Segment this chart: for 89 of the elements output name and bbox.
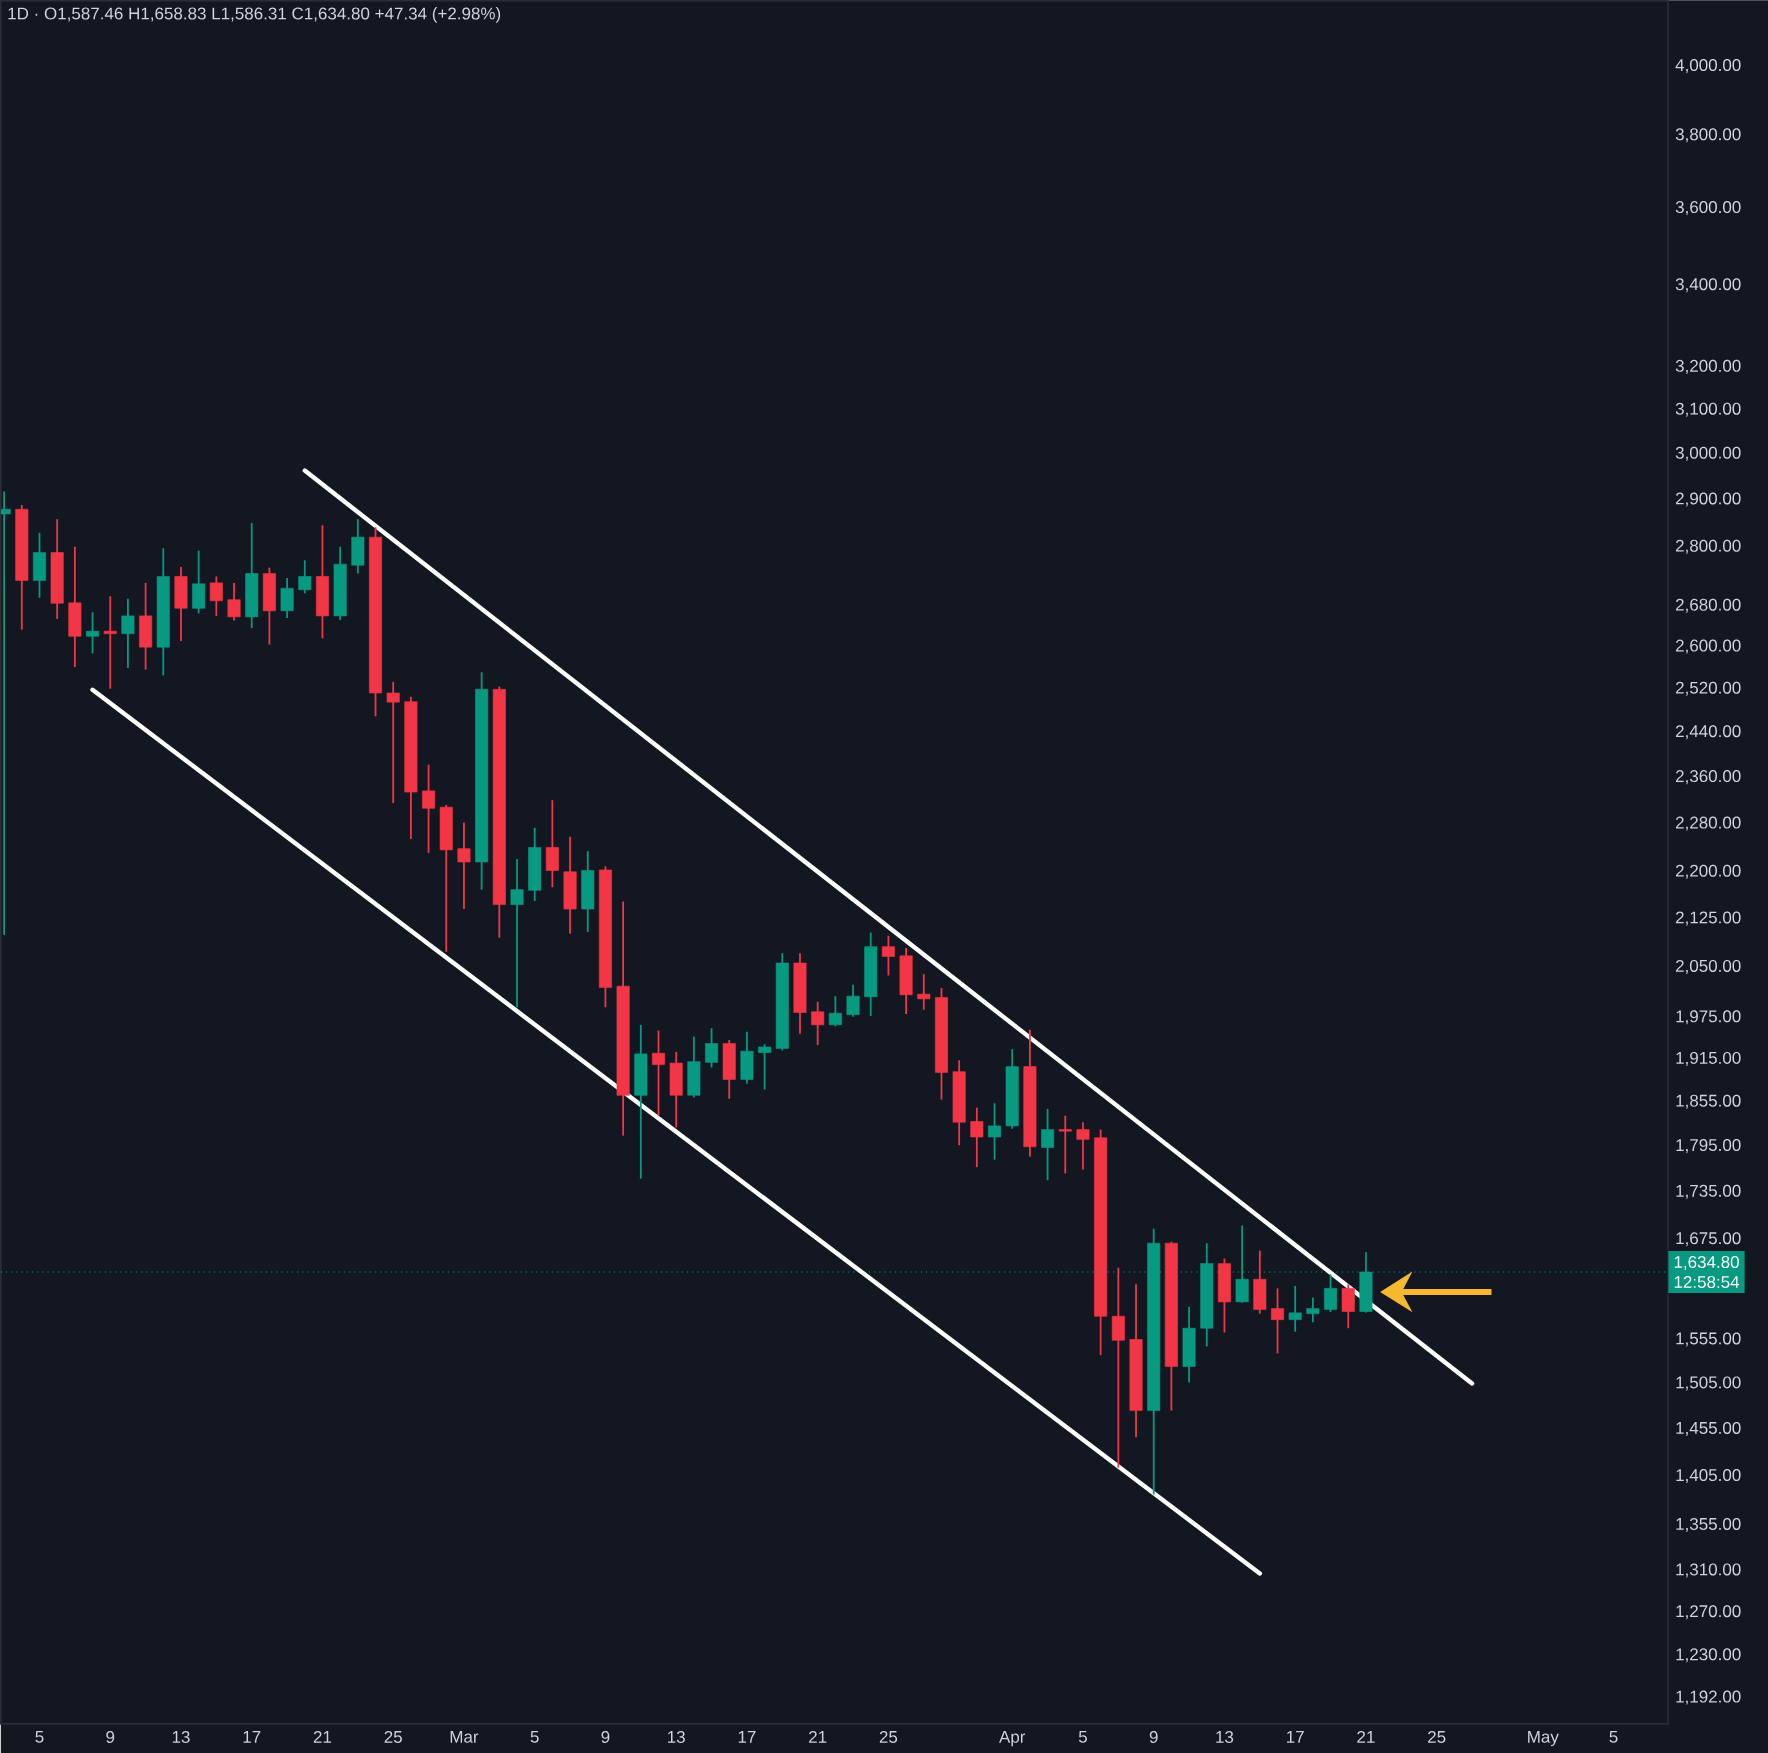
candlestick — [1076, 1121, 1090, 1171]
x-tick-label: 9 — [601, 1730, 610, 1743]
y-tick-label: 1,915.00 — [1676, 1051, 1741, 1066]
y-tick-label: 4,000.00 — [1675, 58, 1741, 73]
x-tick-label: 25 — [1428, 1730, 1446, 1743]
y-tick-label: 3,800.00 — [1675, 128, 1741, 143]
x-tick-label: 25 — [384, 1730, 402, 1743]
y-tick-label: 2,440.00 — [1675, 725, 1741, 740]
y-tick-label: 1,855.00 — [1676, 1094, 1741, 1109]
candlestick — [280, 576, 294, 619]
candlestick — [652, 1029, 665, 1117]
chart-title: 1D · O1,587.46 H1,658.83 L1,586.31 C1,634.80 +47.34 (+2.98%) — [8, 6, 501, 23]
y-tick-label: 2,200.00 — [1675, 864, 1741, 879]
x-tick-label: 13 — [1216, 1730, 1234, 1743]
candlestick — [917, 973, 931, 1011]
y-tick-label: 1,735.00 — [1676, 1184, 1741, 1199]
y-tick-label: 2,900.00 — [1675, 492, 1741, 507]
y-tick-label: 1,975.00 — [1676, 1010, 1741, 1025]
candlestick — [970, 1106, 984, 1168]
y-tick-label: 1,505.00 — [1676, 1376, 1741, 1391]
candlestick — [758, 1043, 772, 1091]
text: 12:58:54 — [1674, 1275, 1740, 1288]
candlestick — [1058, 1114, 1072, 1175]
x-tick-label: 5 — [1609, 1730, 1618, 1743]
candlestick — [1288, 1284, 1302, 1333]
candlestick — [705, 1027, 719, 1069]
y-tick-label: 1,310.00 — [1676, 1563, 1741, 1578]
y-tick-label: 1,355.00 — [1676, 1517, 1741, 1532]
candlestick — [545, 799, 559, 888]
candlestick — [988, 1102, 1002, 1161]
x-tick-label: 13 — [172, 1730, 190, 1743]
y-tick-label: 3,400.00 — [1675, 278, 1741, 293]
y-tick-label: 2,360.00 — [1675, 769, 1741, 784]
y-tick-label: 2,125.00 — [1675, 911, 1741, 926]
x-tick-label: 17 — [1287, 1730, 1304, 1743]
candlestick — [121, 597, 135, 669]
y-tick-label: 3,200.00 — [1675, 359, 1741, 374]
candlestick — [828, 995, 842, 1027]
x-tick-label: 17 — [738, 1730, 756, 1743]
x-tick-label: Apr — [999, 1730, 1026, 1746]
y-tick-label: 2,520.00 — [1675, 681, 1741, 696]
y-tick-label: 2,800.00 — [1675, 539, 1741, 554]
candlestick — [1324, 1273, 1338, 1313]
x-tick-label: 9 — [1149, 1730, 1158, 1743]
candlestick — [1271, 1287, 1284, 1355]
candlestick — [86, 611, 100, 655]
y-tick-label: 3,600.00 — [1675, 200, 1741, 215]
candlestick — [422, 763, 436, 854]
x-tick-label: 25 — [879, 1730, 898, 1743]
candlestick — [1111, 1266, 1125, 1469]
candlestick — [457, 821, 471, 910]
candlestick — [386, 680, 400, 804]
x-tick-label: 21 — [313, 1730, 332, 1743]
y-tick-label: 1,270.00 — [1676, 1605, 1741, 1620]
ref-line-label: 1,634.80 — [1674, 1255, 1739, 1270]
candlestick — [103, 595, 117, 690]
x-tick-label: 5 — [530, 1730, 539, 1743]
x-tick-label: 9 — [106, 1730, 115, 1743]
candlestick — [298, 559, 312, 595]
y-tick-label: 1,555.00 — [1676, 1332, 1741, 1347]
candlestick — [209, 575, 223, 617]
x-tick-label: 21 — [1357, 1730, 1375, 1743]
y-tick-label: 3,000.00 — [1675, 446, 1741, 461]
x-tick-label: Mar — [450, 1730, 479, 1743]
candlestick — [227, 581, 241, 622]
y-tick-label: 2,280.00 — [1675, 816, 1741, 831]
y-tick-label: 1,405.00 — [1676, 1468, 1741, 1483]
candlestick — [1341, 1283, 1355, 1329]
x-tick-label: 21 — [809, 1730, 827, 1743]
candlestick — [846, 983, 860, 1018]
candlestick — [811, 1000, 825, 1046]
candlestick — [881, 934, 895, 977]
y-tick-label: 1,795.00 — [1676, 1138, 1741, 1153]
x-tick-label: 5 — [35, 1730, 44, 1743]
candlestick — [510, 857, 524, 1008]
y-tick-label: 1,230.00 — [1676, 1648, 1741, 1663]
candlestick — [1041, 1107, 1055, 1181]
x-tick-label: 13 — [668, 1730, 685, 1743]
y-tick-label: 1,192.00 — [1676, 1690, 1741, 1705]
x-tick-label: May — [1528, 1730, 1559, 1746]
y-tick-label: 1,455.00 — [1676, 1421, 1741, 1436]
x-tick-label: 5 — [1078, 1730, 1087, 1743]
candlestick — [1306, 1296, 1320, 1323]
y-tick-label: 2,680.00 — [1675, 598, 1741, 613]
y-tick-label: 2,600.00 — [1675, 639, 1741, 654]
y-tick-label: 3,100.00 — [1675, 402, 1741, 417]
x-tick-label: 17 — [243, 1730, 261, 1743]
y-tick-label: 1,675.00 — [1676, 1232, 1741, 1247]
y-tick-label: 2,050.00 — [1675, 959, 1741, 974]
